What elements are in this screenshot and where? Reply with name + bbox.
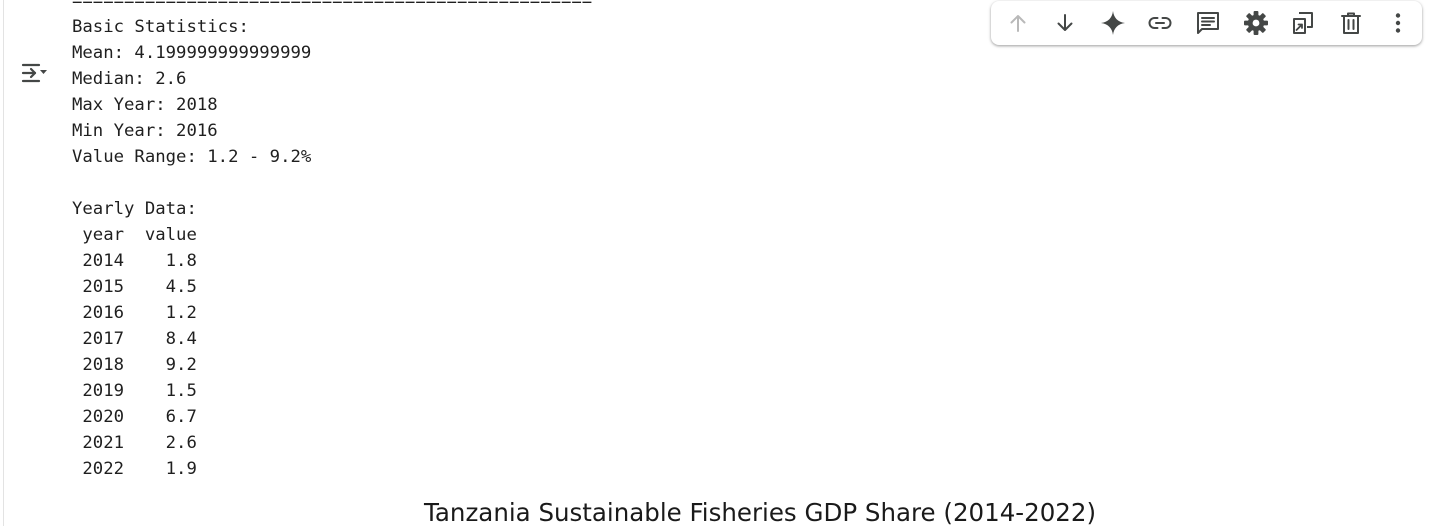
table-row: 2018 9.2 [72, 355, 197, 375]
stat-max-year: Max Year: 2018 [72, 95, 218, 115]
table-row: 2016 1.2 [72, 303, 197, 323]
table-header: year value [72, 225, 197, 245]
arrow-down-icon [1057, 14, 1073, 31]
yearly-header: Yearly Data: [72, 199, 197, 219]
more-actions-button[interactable] [1375, 3, 1423, 43]
table-row: 2020 6.7 [72, 407, 197, 427]
cell-output-text: ========================================… [72, 0, 592, 482]
link-icon [1149, 17, 1172, 29]
stats-header: Basic Statistics: [72, 17, 249, 37]
table-row: 2014 1.8 [72, 251, 197, 271]
link-to-cell-button[interactable] [1137, 3, 1185, 43]
mirror-cell-button[interactable] [1279, 3, 1327, 43]
table-row: 2021 2.6 [72, 433, 197, 453]
gemini-button[interactable] [1089, 3, 1137, 43]
mirror-cell-icon [1293, 12, 1314, 34]
table-row: 2017 8.4 [72, 329, 197, 349]
add-comment-button[interactable] [1184, 3, 1232, 43]
cell-left-border [3, 0, 4, 526]
output-collapse-icon [21, 63, 47, 83]
table-row: 2019 1.5 [72, 381, 197, 401]
delete-cell-button[interactable] [1327, 3, 1375, 43]
stat-mean: Mean: 4.199999999999999 [72, 43, 312, 63]
cell-settings-button[interactable] [1232, 3, 1280, 43]
comment-icon [1197, 12, 1220, 34]
gear-icon [1243, 11, 1268, 35]
separator-line: ========================================… [72, 0, 593, 11]
stat-median: Median: 2.6 [72, 69, 187, 89]
cell-toolbar [991, 1, 1422, 45]
table-row: 2015 4.5 [72, 277, 197, 297]
more-vert-icon [1396, 13, 1401, 33]
output-toggle-button[interactable] [16, 57, 52, 89]
move-cell-down-button[interactable] [1042, 3, 1090, 43]
blank-line [72, 170, 592, 196]
chart-title: Tanzania Sustainable Fisheries GDP Share… [424, 498, 1097, 527]
stat-min-year: Min Year: 2016 [72, 121, 218, 141]
move-cell-up-button[interactable] [994, 3, 1042, 43]
stat-value-range: Value Range: 1.2 - 9.2% [72, 147, 312, 167]
table-row: 2022 1.9 [72, 459, 197, 479]
trash-icon [1340, 12, 1361, 34]
arrow-up-icon [1010, 15, 1026, 32]
sparkle-icon [1100, 11, 1125, 35]
